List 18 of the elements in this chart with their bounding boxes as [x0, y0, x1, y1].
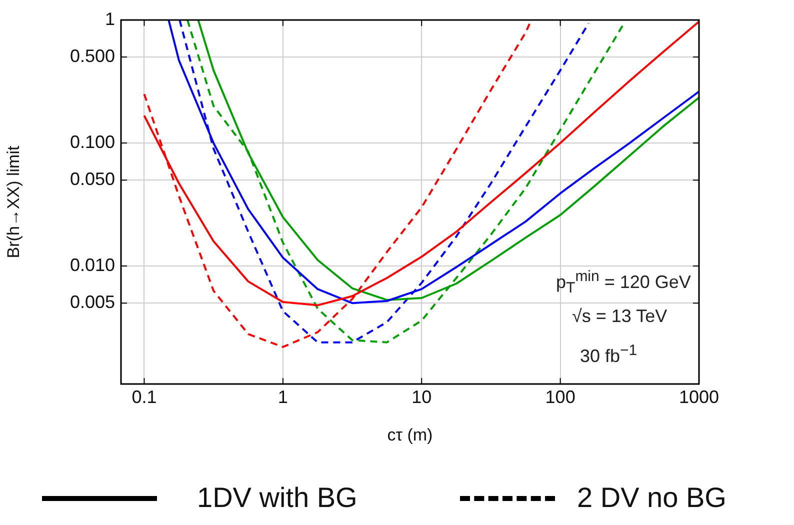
x-tick-label: 10	[412, 386, 432, 407]
text: 1DV with BG	[197, 482, 358, 514]
annotation: √s = 13 TeV	[572, 306, 668, 327]
y-tick-label: 0.005	[70, 292, 115, 312]
x-tick-label: 0.1	[132, 386, 157, 407]
annotation: 30 fb$^{−1}$	[580, 342, 638, 367]
y-tick-label: 1	[104, 8, 115, 29]
x-axis-title: cτ (m)	[387, 425, 433, 444]
x-tick-label: 1000	[678, 386, 720, 407]
y-tick-label: 0.500	[70, 46, 115, 66]
x-tick-label: 1	[278, 386, 288, 407]
y-tick-label: 0.050	[70, 169, 115, 190]
y-axis-title: Br(h→XX) limit	[4, 146, 23, 258]
annotation: p$_{T}$$^{min}$ = 120 GeV	[556, 268, 691, 297]
text: 2 DV no BG	[577, 482, 726, 514]
y-tick-label: 0.010	[70, 255, 115, 276]
x-tick-label: 100	[545, 386, 576, 407]
y-tick-label: 0.100	[70, 132, 115, 152]
